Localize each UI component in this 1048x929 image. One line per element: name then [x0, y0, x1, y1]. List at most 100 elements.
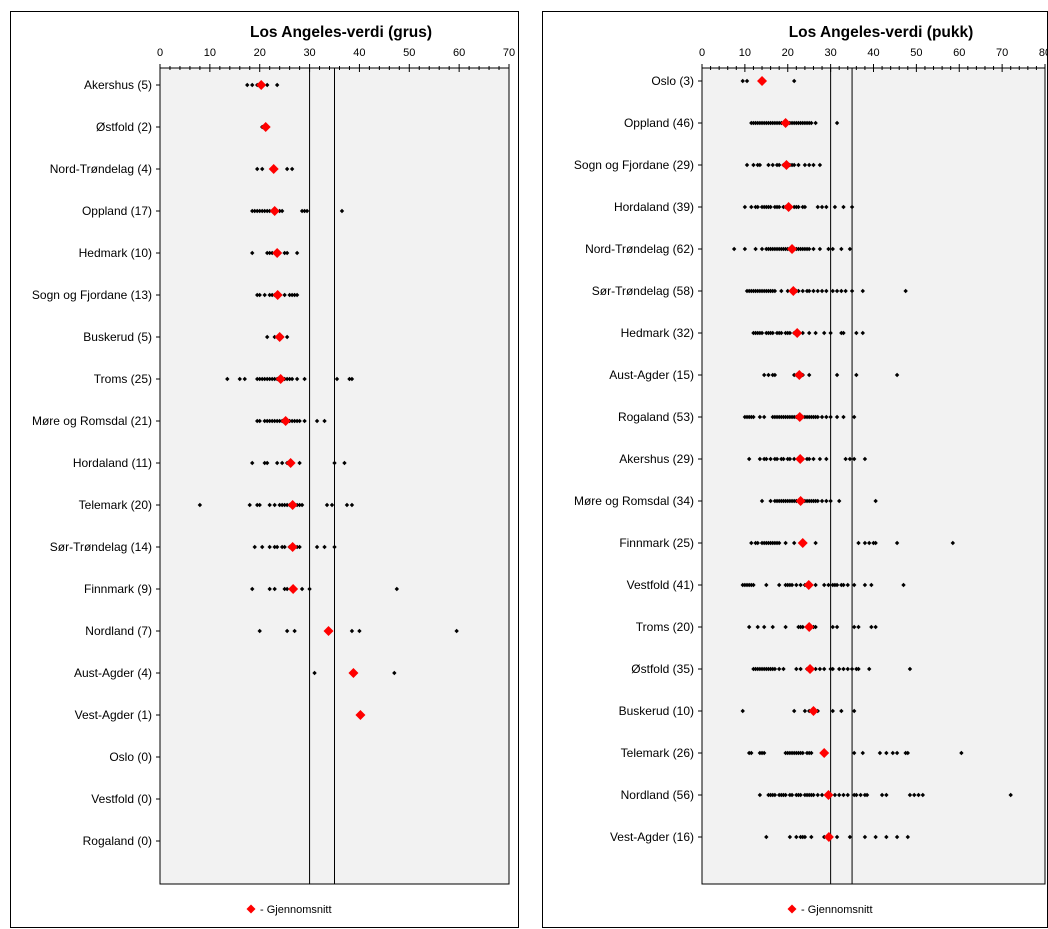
- data-point: [824, 204, 829, 210]
- data-point: [314, 418, 320, 424]
- data-point: [749, 540, 754, 546]
- data-point: [322, 544, 327, 550]
- data-point: [302, 418, 307, 424]
- data-point: [269, 292, 275, 298]
- data-point: [950, 540, 956, 546]
- data-point: [292, 628, 297, 634]
- category-label: Nord-Trøndelag (4): [50, 162, 152, 176]
- data-point: [856, 540, 861, 546]
- data-point: [289, 292, 295, 298]
- data-point: [781, 666, 786, 672]
- category-label: Rogaland (0): [83, 834, 152, 848]
- category-label: Buskerud (10): [619, 704, 694, 718]
- category-label: Vestfold (0): [91, 792, 152, 806]
- data-point: [282, 544, 287, 550]
- data-point: [292, 292, 297, 298]
- data-point: [394, 586, 400, 592]
- data-point: [774, 456, 780, 462]
- data-point: [252, 544, 257, 550]
- mean-marker: [287, 500, 298, 510]
- data-point: [839, 288, 844, 294]
- mean-marker: [780, 118, 791, 128]
- x-tick-label: 20: [254, 47, 266, 59]
- data-point: [284, 166, 290, 172]
- data-point: [257, 628, 262, 634]
- data-point: [813, 330, 818, 336]
- data-point: [802, 162, 808, 168]
- data-point: [289, 376, 295, 382]
- x-tick-label: 80: [1039, 47, 1048, 59]
- data-point: [257, 208, 262, 214]
- data-point: [817, 246, 823, 252]
- category-label: Oslo (0): [109, 750, 152, 764]
- x-tick-label: 30: [303, 47, 315, 59]
- data-point: [257, 418, 262, 424]
- data-point: [849, 204, 855, 210]
- mean-marker: [792, 328, 803, 338]
- category-label: Oslo (3): [651, 74, 694, 88]
- data-point: [284, 502, 290, 508]
- category-label: Vest-Agder (16): [610, 830, 694, 844]
- data-point: [860, 750, 865, 756]
- data-point: [260, 208, 265, 214]
- data-point: [742, 204, 748, 210]
- data-point: [854, 372, 859, 378]
- data-point: [314, 544, 320, 550]
- data-point: [282, 502, 287, 508]
- data-point: [304, 208, 310, 214]
- data-point: [920, 792, 926, 798]
- data-point: [250, 250, 255, 256]
- data-point: [255, 376, 260, 382]
- mean-marker: [757, 76, 768, 86]
- data-point: [811, 288, 816, 294]
- mean-marker: [794, 412, 805, 422]
- data-point: [860, 330, 865, 336]
- mean-marker: [287, 542, 298, 552]
- data-point: [292, 418, 297, 424]
- category-label: Buskerud (5): [83, 330, 152, 344]
- data-point: [796, 204, 801, 210]
- data-point: [789, 792, 795, 798]
- data-point: [856, 666, 861, 672]
- category-label: Vest-Agder (1): [75, 708, 152, 722]
- data-point: [260, 544, 265, 550]
- data-point: [237, 376, 242, 382]
- data-point: [764, 834, 769, 840]
- data-point: [834, 582, 840, 588]
- data-point: [297, 544, 302, 550]
- mean-marker: [355, 710, 366, 720]
- data-point: [264, 418, 270, 424]
- data-point: [272, 544, 277, 550]
- data-point: [764, 456, 769, 462]
- data-point: [746, 624, 752, 630]
- data-point: [867, 666, 872, 672]
- data-point: [824, 414, 829, 420]
- data-point: [839, 708, 844, 714]
- data-point: [806, 372, 812, 378]
- data-point: [329, 502, 335, 508]
- data-point: [344, 502, 350, 508]
- data-point: [260, 376, 265, 382]
- mean-marker: [788, 286, 799, 296]
- data-point: [811, 792, 816, 798]
- data-point: [834, 372, 840, 378]
- data-point: [284, 586, 290, 592]
- data-point: [289, 166, 295, 172]
- data-point: [802, 204, 808, 210]
- data-point: [802, 708, 808, 714]
- category-label: Aust-Agder (4): [74, 666, 152, 680]
- category-label: Akershus (5): [84, 78, 152, 92]
- data-point: [267, 292, 272, 298]
- x-tick-label: 0: [699, 47, 705, 59]
- data-point: [834, 624, 840, 630]
- data-point: [299, 502, 305, 508]
- data-point: [282, 586, 287, 592]
- data-point: [785, 288, 790, 294]
- x-tick-label: 30: [825, 47, 837, 59]
- data-point: [277, 418, 282, 424]
- data-point: [813, 666, 818, 672]
- mean-marker: [808, 706, 819, 716]
- data-point: [294, 418, 300, 424]
- data-point: [860, 288, 865, 294]
- data-point: [262, 292, 267, 298]
